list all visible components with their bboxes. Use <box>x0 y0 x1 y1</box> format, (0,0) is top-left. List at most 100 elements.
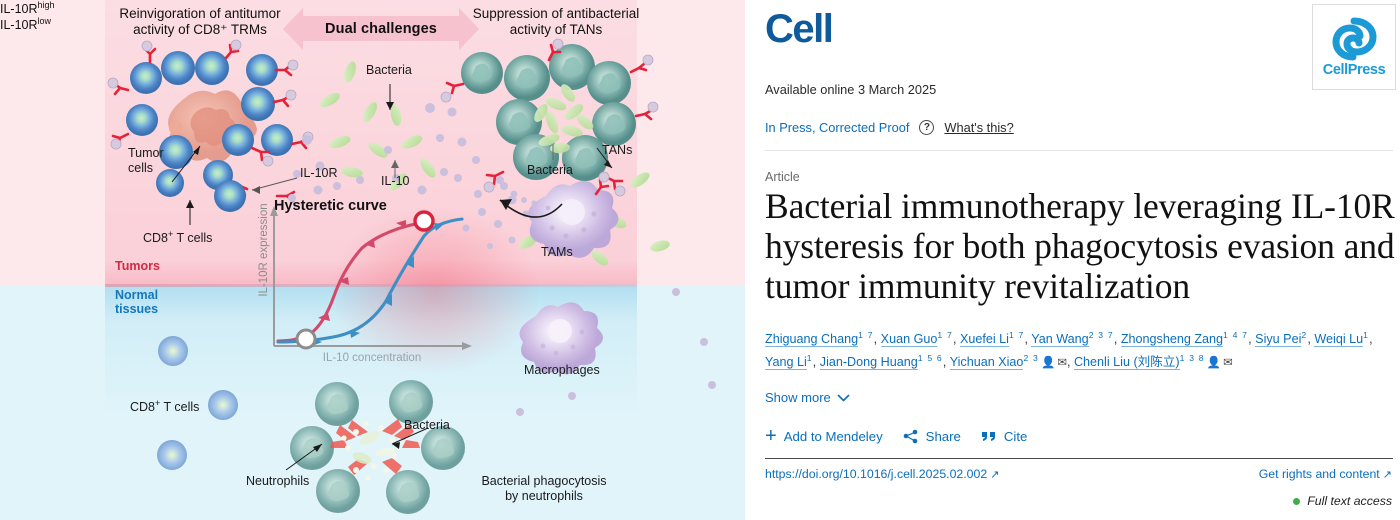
access-label: Full text access <box>1307 494 1392 508</box>
whats-this-link[interactable]: What's this? <box>944 120 1014 135</box>
author-entry[interactable]: Weiqi Lu1 <box>1314 330 1370 348</box>
person-icon[interactable]: 👤 <box>1040 357 1056 370</box>
author-name: Yang Li <box>765 355 807 371</box>
chart-arrow-red <box>294 220 406 343</box>
label-il10: IL-10 <box>381 174 410 188</box>
page-title: Bacterial immunotherapy leveraging IL-10… <box>765 186 1395 307</box>
get-rights-link[interactable]: Get rights and content ↗ <box>1259 467 1392 481</box>
action-bar: + Add to Mendeley Share Cite <box>765 426 1027 446</box>
cellpress-logo[interactable]: CellPress <box>1312 4 1396 90</box>
dual-challenges-label: Dual challenges <box>325 21 437 37</box>
cite-label: Cite <box>1003 428 1028 444</box>
cite-button[interactable]: Cite <box>981 429 1027 444</box>
author-affiliation-sup: 1 <box>806 352 813 363</box>
neutrophil-ring <box>290 380 465 514</box>
journal-logo[interactable]: Cell <box>765 7 834 51</box>
person-icon[interactable]: 👤 <box>1206 357 1222 370</box>
label-il10r: IL-10R <box>300 166 338 180</box>
show-more-label: Show more <box>765 390 831 405</box>
author-separator: , <box>1113 332 1121 347</box>
author-name: Xuan Guo <box>880 332 938 348</box>
doi-link[interactable]: https://doi.org/10.1016/j.cell.2025.02.0… <box>765 467 999 481</box>
question-mark-icon[interactable]: ? <box>919 120 935 135</box>
share-icon <box>903 429 917 443</box>
il10r-receptors-left <box>111 43 310 203</box>
cd8-cell-bottom-3 <box>208 390 238 420</box>
status-row: In Press, Corrected Proof ? What's this? <box>765 120 1014 135</box>
author-separator: , <box>873 332 881 347</box>
author-entry[interactable]: Yan Wang2 3 7 <box>1031 330 1114 348</box>
chart-node-low <box>295 328 317 350</box>
dual-challenges-arrow: Dual challenges <box>283 8 479 50</box>
chart-x-axis-label: IL-10 concentration <box>322 352 422 364</box>
author-entry[interactable]: Xuefei Li1 7 <box>959 330 1025 348</box>
add-to-mendeley-label: Add to Mendeley <box>783 428 883 444</box>
author-entry[interactable]: Yichuan Xiao2 3 👤 ✉ <box>949 353 1067 371</box>
chart-series-blue <box>276 217 464 344</box>
author-affiliation-sup: 1 7 <box>858 330 874 340</box>
available-online-text: Available online 3 March 2025 <box>765 82 937 97</box>
quote-icon <box>981 431 995 441</box>
author-name: Yan Wang <box>1031 332 1089 348</box>
arrow-shaft <box>301 16 461 41</box>
plus-icon: + <box>765 425 777 447</box>
envelope-icon[interactable]: ✉ <box>1223 357 1233 370</box>
band-label-tumors: Tumors <box>115 259 160 273</box>
digested-bacteria <box>341 421 401 481</box>
label-tumor-cells: Tumor cells <box>128 146 164 175</box>
article-metadata-panel: Cell CellPress Available online 3 March … <box>745 0 1400 520</box>
author-separator: , <box>1307 332 1315 347</box>
access-status: Full text access <box>1293 494 1392 508</box>
author-entry[interactable]: Zhongsheng Zang1 4 7 <box>1120 330 1249 348</box>
author-affiliation-sup: 2 <box>1301 330 1308 340</box>
author-name: Siyu Pei <box>1255 332 1302 348</box>
author-affiliation-sup: 1 4 7 <box>1223 330 1249 340</box>
author-separator: , <box>812 355 820 370</box>
band-value-normal: IL-10Rlow <box>0 16 52 33</box>
status-badge[interactable]: In Press, Corrected Proof <box>765 120 910 135</box>
author-affiliation-sup: 1 7 <box>1008 330 1025 340</box>
author-name: Weiqi Lu <box>1314 332 1364 348</box>
show-more-button[interactable]: Show more <box>765 390 850 405</box>
author-entry[interactable]: Siyu Pei2 <box>1255 330 1308 348</box>
author-name: Xuefei Li <box>959 332 1009 348</box>
author-entry[interactable]: Chenli Liu (刘陈立)1 3 8 👤 ✉ <box>1073 353 1233 371</box>
author-affiliation-sup: 1 7 <box>937 330 953 340</box>
label-cd8-t-cells-bottom: CD8+ T cells <box>130 398 200 415</box>
chevron-down-icon <box>837 393 850 402</box>
author-entry[interactable]: Yang Li1 <box>765 352 813 371</box>
hysteretic-curve-chart: Hysteretic curve IL-10R expression IL-10… <box>238 196 488 382</box>
add-to-mendeley-button[interactable]: + Add to Mendeley <box>765 426 883 446</box>
arrow-tip-left-icon <box>283 8 303 50</box>
share-button[interactable]: Share <box>903 429 961 444</box>
arrow-tip-right-icon <box>459 8 479 50</box>
tam-intake-dots <box>500 182 537 206</box>
label-cd8-t-cells: CD8+ T cells <box>143 229 213 246</box>
author-separator: , <box>1248 332 1256 347</box>
chart-title: Hysteretic curve <box>274 198 387 214</box>
label-bacteria-bottom: Bacteria <box>404 418 450 432</box>
tissue-band-divider <box>105 284 637 287</box>
band-value-tumors: IL-10Rhigh <box>0 0 55 17</box>
author-affiliation-sup: 1 <box>1363 330 1370 340</box>
cellpress-logo-text: CellPress <box>1322 61 1386 78</box>
external-link-icon: ↗ <box>1379 469 1392 481</box>
author-name: Zhongsheng Zang <box>1120 332 1224 348</box>
label-neutrophils: Neutrophils <box>246 474 310 488</box>
graphical-abstract: Reinvigoration of antitumor activity of … <box>0 0 745 520</box>
share-label: Share <box>925 428 961 444</box>
chart-arrow-blue <box>312 223 444 346</box>
author-list: Zhiguang Chang1 7, Xuan Guo1 7, Xuefei L… <box>765 328 1399 374</box>
chart-series-red <box>276 221 422 343</box>
band-label-normal: Normal tissues <box>115 288 159 317</box>
label-phagocytosis: Bacterial phagocytosis by neutrophils <box>481 474 607 503</box>
doi-text: https://doi.org/10.1016/j.cell.2025.02.0… <box>765 467 988 481</box>
tam-phagocytosis-arrow <box>499 199 563 218</box>
author-entry[interactable]: Xuan Guo1 7 <box>880 330 953 348</box>
envelope-icon[interactable]: ✉ <box>1057 357 1067 370</box>
chart-plot <box>270 206 472 350</box>
author-entry[interactable]: Jian-Dong Huang1 5 6 <box>819 353 943 371</box>
label-macrophages: Macrophages <box>524 363 600 377</box>
author-entry[interactable]: Zhiguang Chang1 7 <box>765 330 874 348</box>
divider-bottom <box>765 458 1393 459</box>
